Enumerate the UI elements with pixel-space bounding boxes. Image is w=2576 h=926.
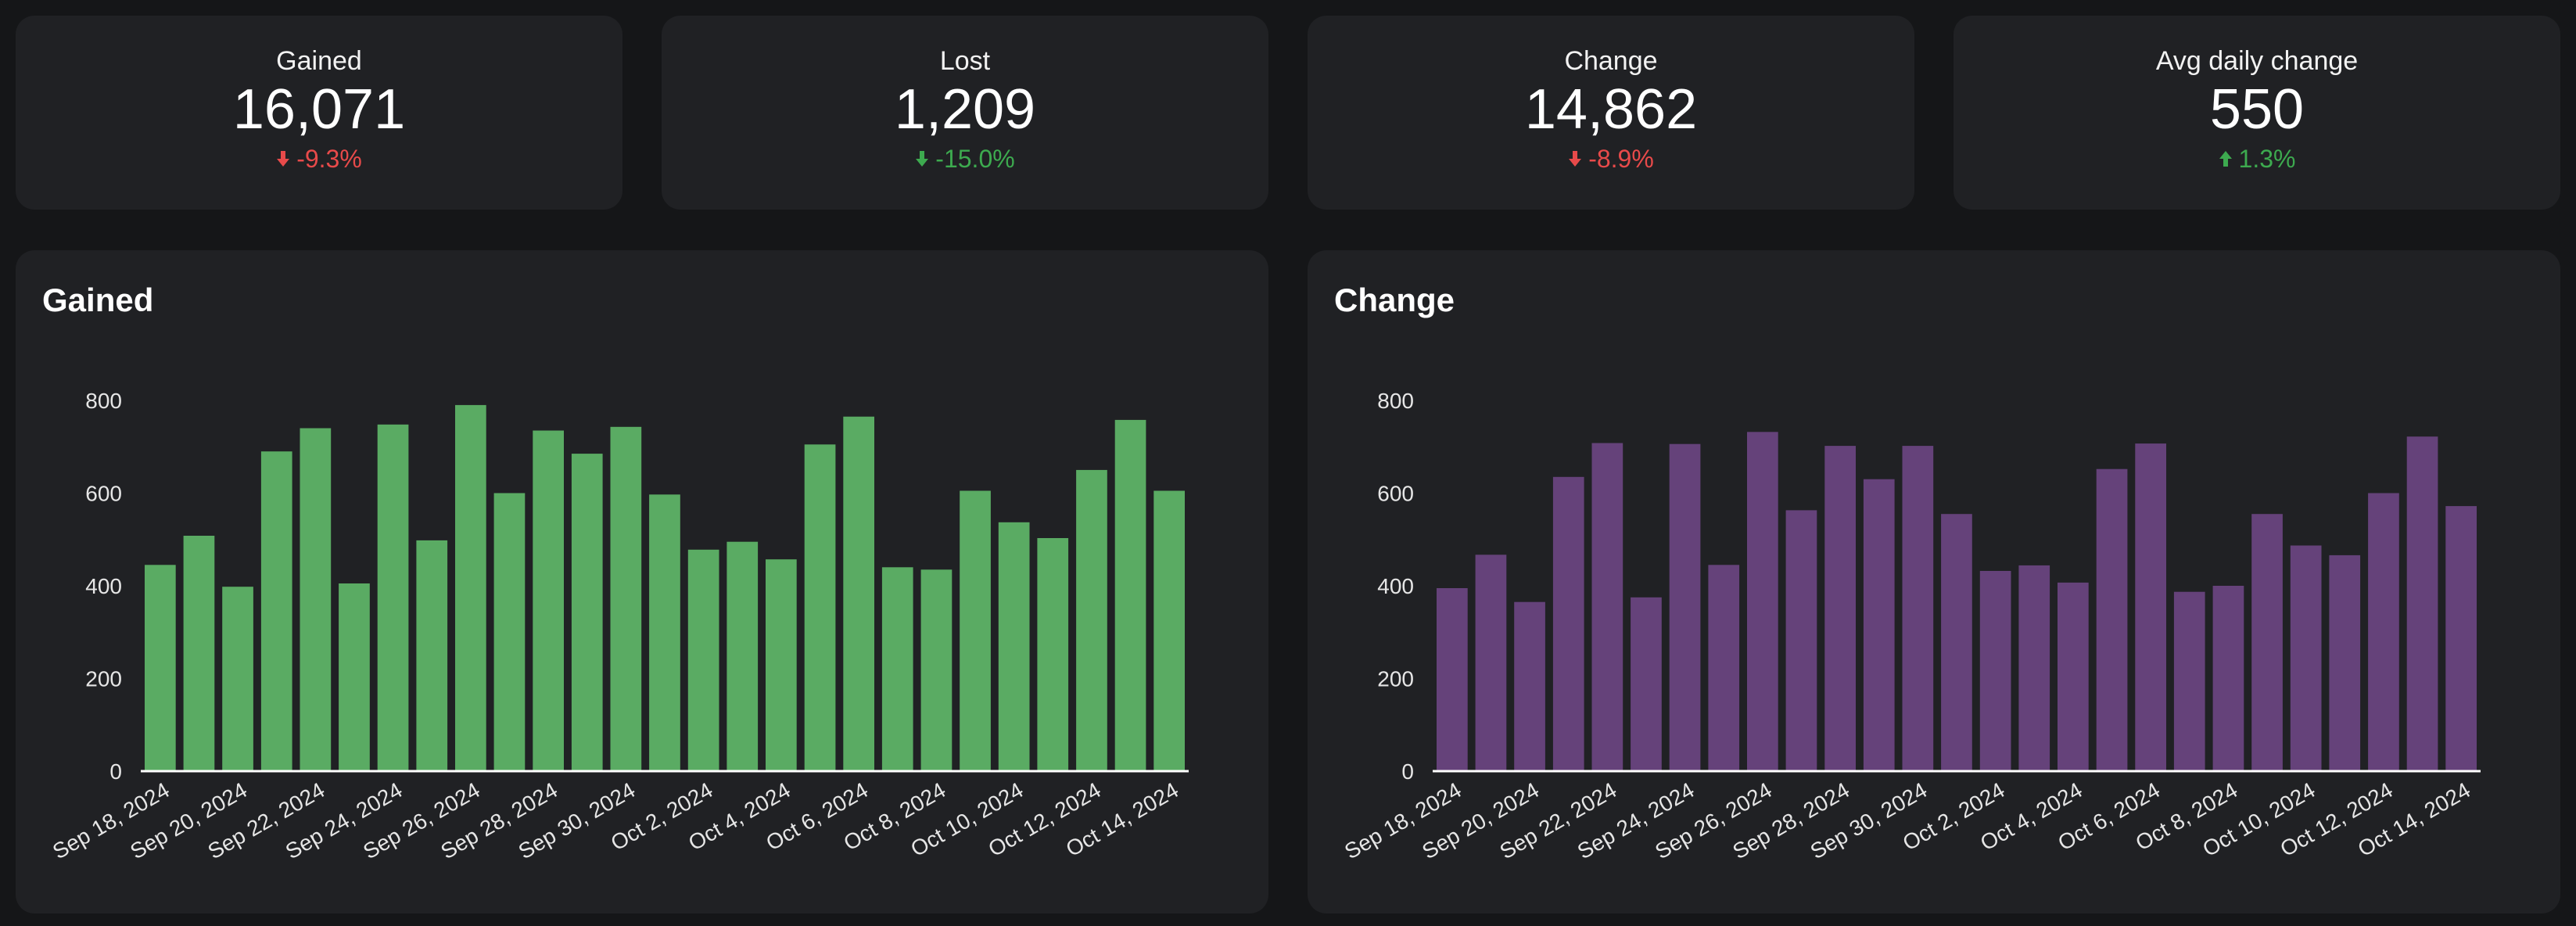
bar-oct-4-2024[interactable] bbox=[2058, 582, 2089, 771]
bar-sep-18-2024[interactable] bbox=[1437, 588, 1468, 771]
bar-oct-9-2024[interactable] bbox=[2251, 514, 2283, 771]
y-tick-label: 800 bbox=[1377, 389, 1414, 413]
stat-delta: -8.9% bbox=[1308, 144, 1914, 174]
y-tick-label: 0 bbox=[109, 759, 122, 784]
stat-delta-value: -15.0% bbox=[935, 145, 1015, 173]
arrow-down-icon bbox=[1569, 151, 1582, 167]
bar-oct-7-2024[interactable] bbox=[881, 567, 913, 771]
bar-sep-28-2024[interactable] bbox=[1824, 446, 1856, 771]
bar-sep-27-2024[interactable] bbox=[493, 493, 526, 772]
stat-delta: -9.3% bbox=[16, 144, 622, 174]
bar-sep-29-2024[interactable] bbox=[571, 454, 603, 771]
y-tick-label: 800 bbox=[85, 389, 122, 413]
bar-sep-26-2024[interactable] bbox=[455, 404, 486, 771]
y-tick-label: 400 bbox=[85, 574, 122, 598]
bar-sep-22-2024[interactable] bbox=[300, 428, 332, 772]
stat-label: Gained bbox=[276, 46, 362, 76]
stat-value: 16,071 bbox=[232, 78, 406, 141]
bar-oct-11-2024[interactable] bbox=[1037, 538, 1069, 771]
bar-sep-22-2024[interactable] bbox=[1591, 443, 1623, 772]
bar-sep-23-2024[interactable] bbox=[339, 583, 370, 771]
stat-delta-value: 1.3% bbox=[2238, 145, 2296, 173]
bar-oct-10-2024[interactable] bbox=[2290, 545, 2322, 772]
y-tick-label: 200 bbox=[1377, 667, 1414, 691]
bar-oct-1-2024[interactable] bbox=[1941, 514, 1972, 771]
bar-oct-14-2024[interactable] bbox=[1153, 490, 1185, 772]
bar-sep-24-2024[interactable] bbox=[1669, 443, 1701, 771]
arrow-down-icon bbox=[277, 151, 290, 167]
bar-oct-2-2024[interactable] bbox=[1979, 571, 2011, 771]
bar-oct-11-2024[interactable] bbox=[2329, 555, 2361, 771]
change-chart-panel: Change 0 200 400 600 800 Sep 18, 2024 Sep 20, … bbox=[1308, 250, 2560, 913]
y-tick-label: 600 bbox=[1377, 482, 1414, 506]
bar-oct-4-2024[interactable] bbox=[766, 559, 797, 771]
stat-value: 14,862 bbox=[1524, 78, 1698, 141]
bar-sep-21-2024[interactable] bbox=[1552, 476, 1584, 771]
stat-delta: -15.0% bbox=[662, 144, 1268, 174]
stat-label: Change bbox=[1564, 46, 1658, 76]
stat-value: 550 bbox=[2209, 78, 2305, 141]
bar-sep-19-2024[interactable] bbox=[183, 536, 215, 771]
bar-sep-20-2024[interactable] bbox=[222, 587, 253, 771]
chart-title: Gained bbox=[42, 282, 154, 318]
arrow-up-icon bbox=[2219, 151, 2232, 167]
bar-sep-30-2024[interactable] bbox=[1902, 446, 1934, 771]
bar-sep-25-2024[interactable] bbox=[416, 540, 448, 771]
y-tick-label: 600 bbox=[85, 482, 122, 506]
bar-oct-1-2024[interactable] bbox=[649, 494, 680, 771]
bar-sep-30-2024[interactable] bbox=[610, 426, 642, 771]
bar-oct-3-2024[interactable] bbox=[2018, 565, 2050, 771]
bar-oct-6-2024[interactable] bbox=[2135, 443, 2166, 771]
bar-sep-23-2024[interactable] bbox=[1631, 597, 1662, 771]
stat-delta-value: -8.9% bbox=[1588, 145, 1654, 173]
bar-sep-25-2024[interactable] bbox=[1708, 565, 1740, 771]
bar-sep-28-2024[interactable] bbox=[533, 430, 564, 772]
y-tick-label: 400 bbox=[1377, 574, 1414, 598]
bar-sep-19-2024[interactable] bbox=[1475, 555, 1507, 771]
bar-oct-5-2024[interactable] bbox=[2096, 468, 2128, 771]
y-tick-label: 0 bbox=[1401, 759, 1414, 784]
bar-sep-26-2024[interactable] bbox=[1747, 432, 1778, 771]
bar-sep-21-2024[interactable] bbox=[260, 451, 292, 771]
gained-chart-panel: Gained 0 200 400 600 800 Sep 18, 2024 Sep 20, … bbox=[16, 250, 1268, 913]
bar-oct-2-2024[interactable] bbox=[687, 549, 719, 771]
bar-oct-12-2024[interactable] bbox=[2368, 493, 2399, 772]
bar-oct-6-2024[interactable] bbox=[843, 416, 874, 771]
bar-oct-9-2024[interactable] bbox=[960, 490, 991, 772]
bar-sep-18-2024[interactable] bbox=[145, 565, 176, 771]
bar-oct-8-2024[interactable] bbox=[920, 569, 953, 771]
stat-card-change: Change 14,862 -8.9% bbox=[1308, 16, 1914, 210]
bar-sep-27-2024[interactable] bbox=[1785, 510, 1817, 771]
bar-sep-20-2024[interactable] bbox=[1514, 601, 1545, 771]
bar-oct-13-2024[interactable] bbox=[2406, 436, 2438, 771]
stat-card-gained: Gained 16,071 -9.3% bbox=[16, 16, 622, 210]
bar-sep-29-2024[interactable] bbox=[1863, 479, 1895, 771]
stat-card-avg-daily-change: Avg daily change 550 1.3% bbox=[1954, 16, 2560, 210]
bar-sep-24-2024[interactable] bbox=[377, 424, 409, 771]
chart-title: Change bbox=[1334, 282, 1455, 318]
stat-delta-value: -9.3% bbox=[296, 145, 362, 173]
y-tick-label: 200 bbox=[85, 667, 122, 691]
bar-oct-3-2024[interactable] bbox=[727, 541, 759, 771]
stat-label: Lost bbox=[939, 46, 991, 76]
bar-oct-5-2024[interactable] bbox=[804, 444, 836, 771]
stat-value: 1,209 bbox=[894, 78, 1036, 141]
stat-label: Avg daily change bbox=[2155, 46, 2359, 76]
stat-card-lost: Lost 1,209 -15.0% bbox=[662, 16, 1268, 210]
bar-oct-8-2024[interactable] bbox=[2212, 586, 2244, 771]
bar-oct-10-2024[interactable] bbox=[998, 522, 1030, 771]
bar-oct-7-2024[interactable] bbox=[2173, 591, 2205, 771]
stat-delta: 1.3% bbox=[1954, 144, 2560, 174]
bar-oct-13-2024[interactable] bbox=[1114, 419, 1146, 771]
bar-oct-14-2024[interactable] bbox=[2445, 506, 2477, 771]
arrow-down-icon bbox=[916, 151, 929, 167]
bar-oct-12-2024[interactable] bbox=[1076, 469, 1107, 771]
